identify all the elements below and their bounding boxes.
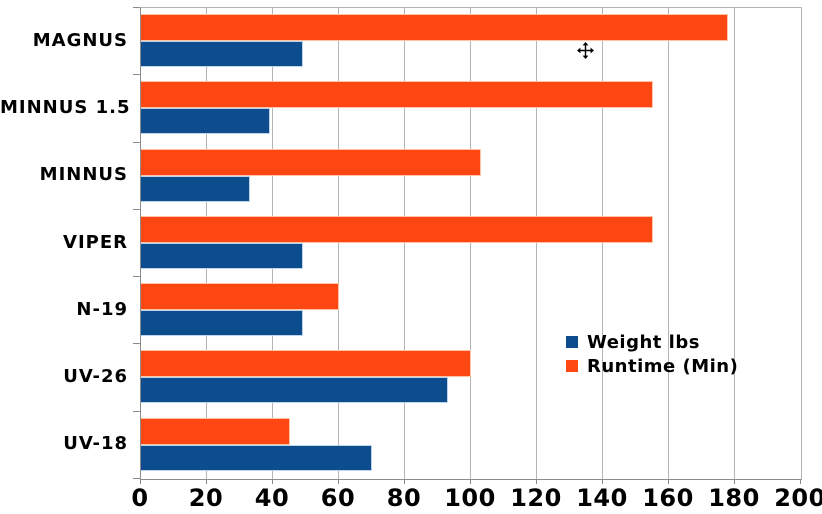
category-label-minnus-1-5: MINNUS 1.5 [0, 96, 131, 118]
legend: Weight lbs Runtime (Min) [566, 330, 738, 378]
category-label-minnus: MINNUS [39, 164, 128, 186]
x-axis-tick-120 [536, 479, 537, 484]
gridline-x-140 [602, 8, 603, 479]
y-axis-tick [133, 343, 140, 344]
x-axis-tick-40 [272, 479, 273, 484]
bar-runtime-minnus [141, 148, 481, 176]
x-axis-label-200: 200 [774, 484, 822, 512]
gridline-x-60 [338, 8, 339, 479]
y-axis-tick [133, 74, 140, 75]
bar-runtime-n-19 [141, 283, 339, 311]
gridline-x-80 [404, 8, 405, 479]
y-axis-tick [133, 142, 140, 143]
x-axis-label-160: 160 [642, 484, 694, 512]
bar-weight-uv-18 [141, 444, 372, 471]
x-axis-label-180: 180 [708, 484, 760, 512]
x-axis-label-120: 120 [510, 484, 562, 512]
plot-area [140, 7, 802, 480]
y-axis-tick [133, 411, 140, 412]
x-axis-tick-80 [404, 479, 405, 484]
x-axis-label-40: 40 [254, 484, 290, 512]
bar-weight-minnus-1-5 [141, 108, 270, 135]
y-axis-tick [133, 478, 140, 479]
y-axis-tick [133, 276, 140, 277]
x-axis-tick-140 [602, 479, 603, 484]
x-axis-tick-0 [140, 479, 141, 484]
bar-weight-magnus [141, 41, 303, 67]
bar-weight-uv-26 [141, 377, 448, 404]
legend-label: Weight lbs [587, 331, 700, 353]
bar-runtime-viper [141, 215, 653, 243]
gridline-x-160 [668, 8, 669, 479]
gridline-x-180 [734, 8, 735, 479]
category-label-n-19: N-19 [76, 298, 128, 320]
x-axis-tick-200 [800, 479, 801, 484]
x-axis-label-0: 0 [131, 484, 149, 512]
bar-weight-minnus [141, 175, 250, 202]
x-axis-tick-100 [470, 479, 471, 484]
x-axis-label-100: 100 [444, 484, 496, 512]
category-label-uv-26: UV-26 [63, 366, 128, 388]
category-label-uv-18: UV-18 [63, 433, 128, 455]
category-label-magnus: MAGNUS [32, 29, 128, 51]
x-axis-tick-60 [338, 479, 339, 484]
bar-weight-n-19 [141, 310, 303, 337]
bar-runtime-magnus [141, 14, 729, 41]
bar-runtime-minnus-1-5 [141, 81, 653, 109]
legend-label: Runtime (Min) [587, 355, 739, 377]
legend-item: Weight lbs [566, 330, 738, 354]
bar-weight-viper [141, 242, 303, 269]
gridline-x-120 [536, 8, 537, 479]
x-axis-tick-20 [206, 479, 207, 484]
x-axis-label-60: 60 [320, 484, 356, 512]
bar-runtime-uv-26 [141, 350, 471, 378]
y-axis-tick [133, 7, 140, 8]
legend-swatch-icon [566, 360, 578, 372]
x-axis-label-20: 20 [188, 484, 224, 512]
category-label-viper: VIPER [63, 231, 128, 253]
x-axis-label-140: 140 [576, 484, 628, 512]
y-axis-tick [133, 209, 140, 210]
x-axis-label-80: 80 [386, 484, 422, 512]
gridline-x-100 [470, 8, 471, 479]
legend-swatch-icon [566, 336, 578, 348]
bar-runtime-uv-18 [141, 417, 290, 445]
x-axis-tick-180 [734, 479, 735, 484]
legend-item: Runtime (Min) [566, 354, 738, 378]
x-axis-tick-160 [668, 479, 669, 484]
move-cursor-icon [577, 42, 594, 59]
